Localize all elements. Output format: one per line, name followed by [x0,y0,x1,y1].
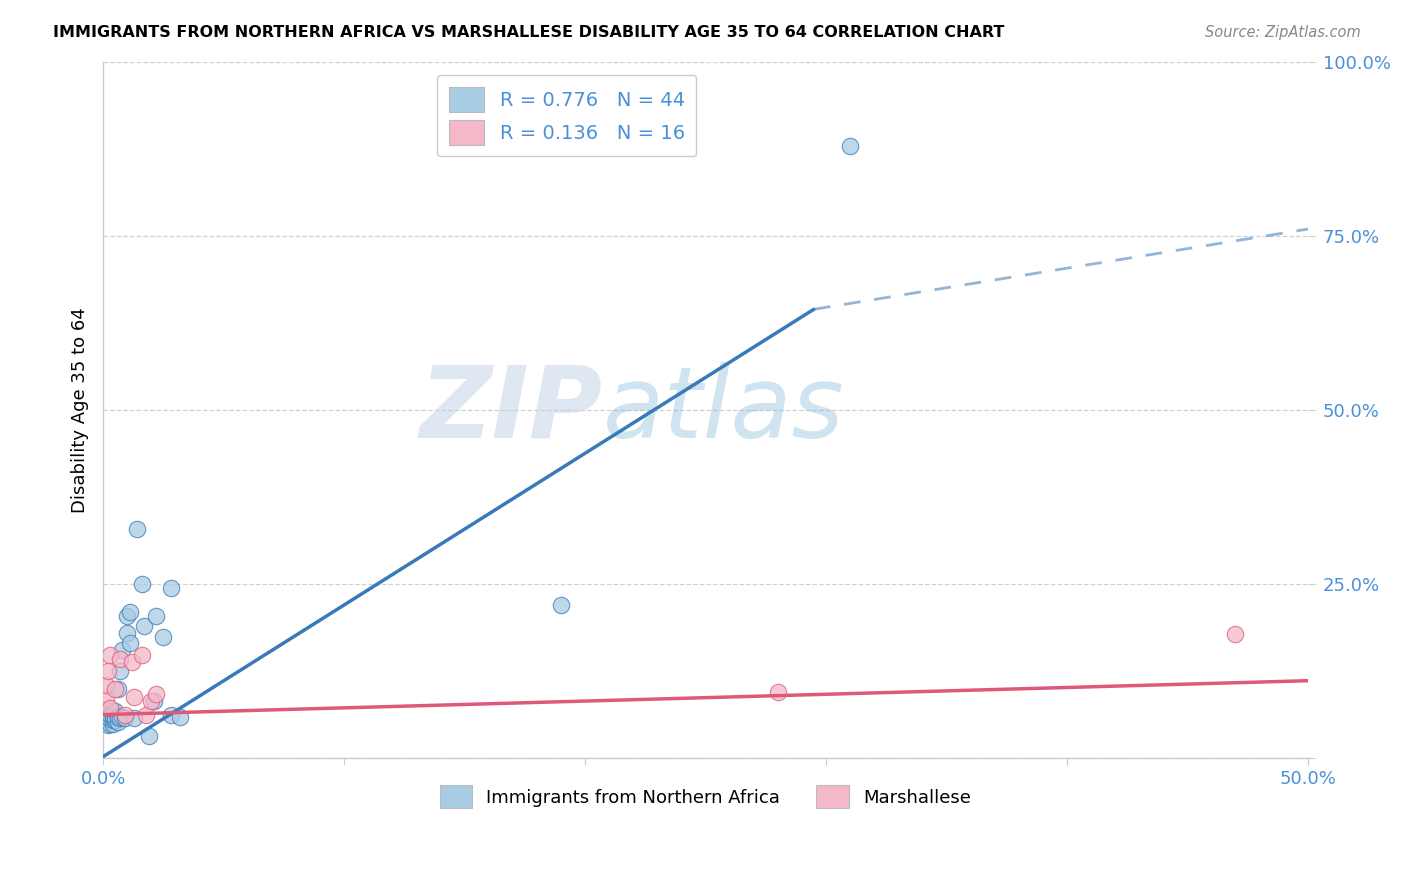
Point [138,729,160,743]
Point [131,577,153,591]
Point [101,704,124,718]
Point [104,709,127,723]
Point [94,692,117,706]
Point [98,712,121,726]
Point [107,681,129,696]
Text: atlas: atlas [603,362,845,458]
Point [114,711,136,725]
Point [107,709,129,723]
Point [97,718,120,732]
Point [145,687,167,701]
Point [1225,627,1247,641]
Point [115,626,138,640]
Point [142,694,165,708]
Text: IMMIGRANTS FROM NORTHERN AFRICA VS MARSHALLESE DISABILITY AGE 35 TO 64 CORRELATI: IMMIGRANTS FROM NORTHERN AFRICA VS MARSH… [53,25,1005,40]
Point [94,709,117,723]
Point [101,713,124,727]
Point [766,685,789,699]
Point [125,522,148,536]
Point [111,709,134,723]
Point [97,665,120,679]
Point [101,709,124,723]
Point [118,605,141,619]
Point [135,708,157,723]
Y-axis label: Disability Age 35 to 64: Disability Age 35 to 64 [72,308,89,513]
Point [97,704,120,718]
Point [132,619,155,633]
Point [108,652,131,666]
Point [108,711,131,725]
Text: Source: ZipAtlas.com: Source: ZipAtlas.com [1205,25,1361,40]
Point [550,598,572,612]
Point [111,643,134,657]
Point [97,709,120,723]
Point [94,708,117,723]
Point [159,708,181,723]
Point [98,716,121,731]
Point [104,713,127,727]
Point [131,648,153,663]
Point [121,655,143,669]
Point [114,708,136,723]
Point [145,608,167,623]
Point [118,636,141,650]
Point [124,690,146,704]
Point [97,713,120,727]
Point [141,694,163,708]
Point [101,716,124,731]
Point [98,701,121,715]
Point [98,648,121,663]
Point [107,715,129,730]
Point [159,581,181,595]
Point [115,608,138,623]
Point [169,709,191,723]
Point [108,665,131,679]
Point [104,681,127,696]
Point [94,703,117,717]
Point [152,630,174,644]
Point [98,703,121,717]
Point [94,678,117,692]
Legend: Immigrants from Northern Africa, Marshallese: Immigrants from Northern Africa, Marshal… [432,778,979,815]
Point [94,713,117,727]
Text: ZIP: ZIP [420,362,603,458]
Point [839,138,862,153]
Point [98,708,121,723]
Point [104,704,127,718]
Point [124,711,146,725]
